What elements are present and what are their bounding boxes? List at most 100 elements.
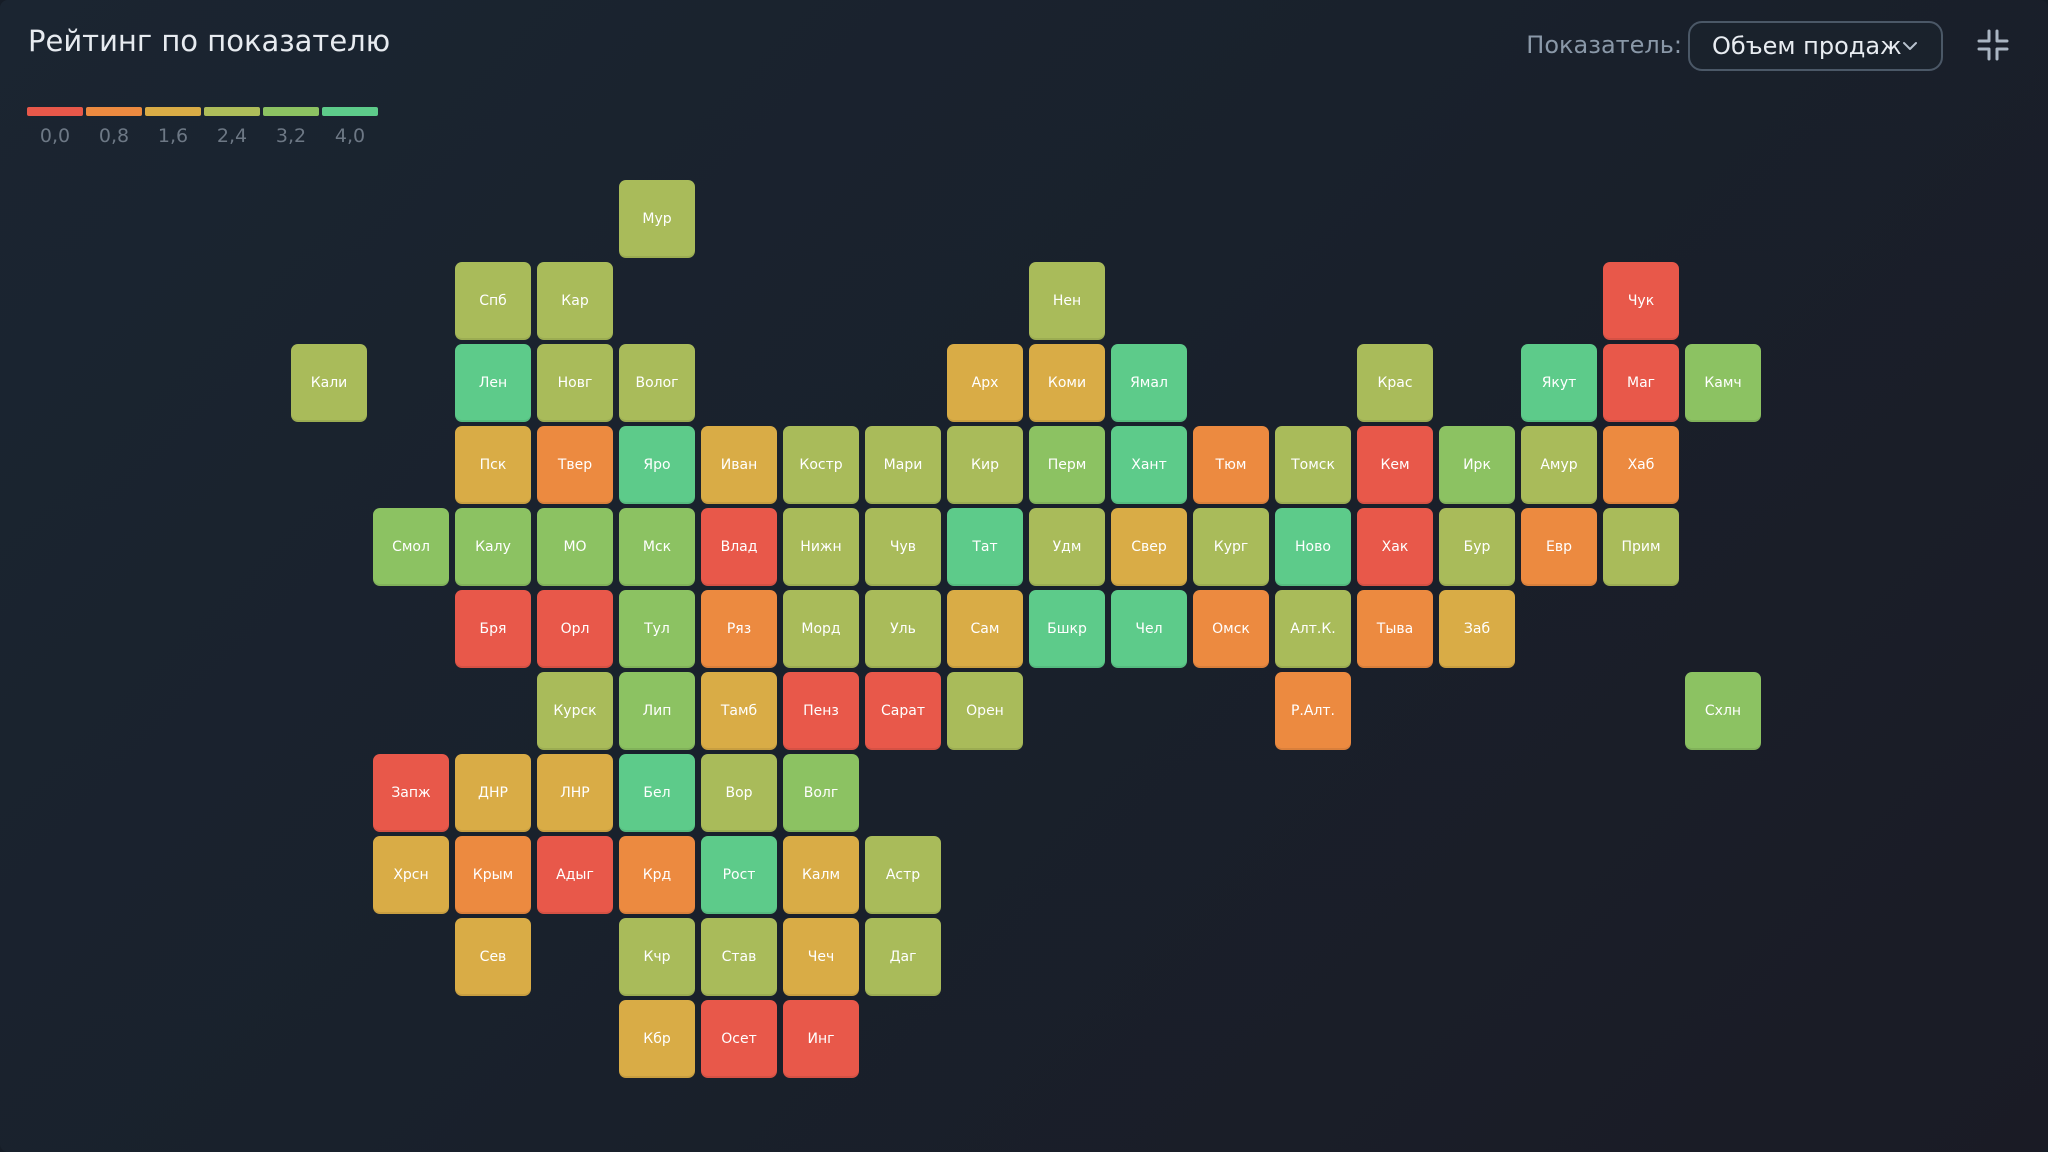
legend-tick-label: 2,4 xyxy=(216,125,248,147)
region-tile[interactable]: Сев xyxy=(455,918,531,996)
region-tile[interactable]: Иван xyxy=(701,426,777,504)
collapse-icon[interactable] xyxy=(1976,28,2010,62)
region-tile[interactable]: Ирк xyxy=(1439,426,1515,504)
region-tile[interactable]: Омск xyxy=(1193,590,1269,668)
region-tile[interactable]: Кар xyxy=(537,262,613,340)
region-tile[interactable]: Нен xyxy=(1029,262,1105,340)
region-tile[interactable]: Томск xyxy=(1275,426,1351,504)
region-tile[interactable]: Алт.К. xyxy=(1275,590,1351,668)
region-tile[interactable]: Рост xyxy=(701,836,777,914)
region-tile[interactable]: Нижн xyxy=(783,508,859,586)
region-tile[interactable]: Перм xyxy=(1029,426,1105,504)
region-tile[interactable]: Уль xyxy=(865,590,941,668)
region-tile[interactable]: ЛНР xyxy=(537,754,613,832)
region-tile[interactable]: Хак xyxy=(1357,508,1433,586)
region-tile[interactable]: Ново xyxy=(1275,508,1351,586)
region-tile[interactable]: Даг xyxy=(865,918,941,996)
region-tile[interactable]: Камч xyxy=(1685,344,1761,422)
region-tile[interactable]: Кчр xyxy=(619,918,695,996)
region-tile[interactable]: Свер xyxy=(1111,508,1187,586)
region-tile[interactable]: Арх xyxy=(947,344,1023,422)
region-tile[interactable]: Тат xyxy=(947,508,1023,586)
region-tile[interactable]: МО xyxy=(537,508,613,586)
region-tile[interactable]: Тюм xyxy=(1193,426,1269,504)
region-tile[interactable]: Костр xyxy=(783,426,859,504)
region-tile[interactable]: Крас xyxy=(1357,344,1433,422)
region-tile[interactable]: Курск xyxy=(537,672,613,750)
region-tile[interactable]: Бря xyxy=(455,590,531,668)
region-tile[interactable]: Крым xyxy=(455,836,531,914)
region-tile[interactable]: Чук xyxy=(1603,262,1679,340)
region-tile[interactable]: Чув xyxy=(865,508,941,586)
region-tile[interactable]: Сарат xyxy=(865,672,941,750)
region-tile[interactable]: Мари xyxy=(865,426,941,504)
region-tile[interactable]: Мур xyxy=(619,180,695,258)
region-tile[interactable]: Влад xyxy=(701,508,777,586)
region-tile[interactable]: Пск xyxy=(455,426,531,504)
region-tile[interactable]: Ямал xyxy=(1111,344,1187,422)
region-tile[interactable]: Р.Алт. xyxy=(1275,672,1351,750)
region-tile[interactable]: Чеч xyxy=(783,918,859,996)
region-tile[interactable]: Крд xyxy=(619,836,695,914)
region-tile[interactable]: Морд xyxy=(783,590,859,668)
page-title: Рейтинг по показателю xyxy=(28,24,391,58)
region-tile[interactable]: ДНР xyxy=(455,754,531,832)
region-tile[interactable]: Мск xyxy=(619,508,695,586)
region-tile[interactable]: Спб xyxy=(455,262,531,340)
region-tile[interactable]: Тул xyxy=(619,590,695,668)
region-tile[interactable]: Твер xyxy=(537,426,613,504)
region-tile[interactable]: Бшкр xyxy=(1029,590,1105,668)
region-tile[interactable]: Лип xyxy=(619,672,695,750)
region-tile[interactable]: Амур xyxy=(1521,426,1597,504)
region-tile[interactable]: Орл xyxy=(537,590,613,668)
region-tile[interactable]: Волог xyxy=(619,344,695,422)
region-tile[interactable]: Хант xyxy=(1111,426,1187,504)
region-tile[interactable]: Астр xyxy=(865,836,941,914)
region-tile[interactable]: Тамб xyxy=(701,672,777,750)
region-tile[interactable]: Вор xyxy=(701,754,777,832)
region-tile[interactable]: Калм xyxy=(783,836,859,914)
region-tile[interactable]: Кург xyxy=(1193,508,1269,586)
region-tile[interactable]: Бур xyxy=(1439,508,1515,586)
region-tile[interactable]: Коми xyxy=(1029,344,1105,422)
region-tile[interactable]: Инг xyxy=(783,1000,859,1078)
indicator-select-value: Объем продаж xyxy=(1712,32,1902,60)
region-tile[interactable]: Хрсн xyxy=(373,836,449,914)
region-tile[interactable]: Кем xyxy=(1357,426,1433,504)
region-tile[interactable]: Пенз xyxy=(783,672,859,750)
region-tile[interactable]: Ряз xyxy=(701,590,777,668)
region-tile[interactable]: Калу xyxy=(455,508,531,586)
indicator-select[interactable]: Объем продаж xyxy=(1688,21,1943,71)
region-tile[interactable]: Новг xyxy=(537,344,613,422)
region-tile[interactable]: Адыг xyxy=(537,836,613,914)
region-tile[interactable]: Яро xyxy=(619,426,695,504)
region-tile[interactable]: Кбр xyxy=(619,1000,695,1078)
region-tile[interactable]: Бел xyxy=(619,754,695,832)
region-tile[interactable]: Заб xyxy=(1439,590,1515,668)
region-tile[interactable]: Волг xyxy=(783,754,859,832)
region-tile[interactable]: Лен xyxy=(455,344,531,422)
region-tile[interactable]: Евр xyxy=(1521,508,1597,586)
legend-tick-label: 3,2 xyxy=(275,125,307,147)
region-tile[interactable]: Сам xyxy=(947,590,1023,668)
region-tile[interactable]: Запж xyxy=(373,754,449,832)
region-tile[interactable]: Тыва xyxy=(1357,590,1433,668)
region-tile[interactable]: Кали xyxy=(291,344,367,422)
region-tile[interactable]: Осет xyxy=(701,1000,777,1078)
legend-color-segment xyxy=(322,107,378,116)
region-tile[interactable]: Кир xyxy=(947,426,1023,504)
region-tile[interactable]: Став xyxy=(701,918,777,996)
region-tile[interactable]: Маг xyxy=(1603,344,1679,422)
region-tile[interactable]: Прим xyxy=(1603,508,1679,586)
legend-tick-label: 0,0 xyxy=(39,125,71,147)
region-tile[interactable]: Якут xyxy=(1521,344,1597,422)
region-tile[interactable]: Удм xyxy=(1029,508,1105,586)
region-tile[interactable]: Орен xyxy=(947,672,1023,750)
region-tile[interactable]: Хаб xyxy=(1603,426,1679,504)
color-legend: 0,0 0,8 1,6 2,4 3,2 4,0 xyxy=(27,107,381,149)
region-tile[interactable]: Схлн xyxy=(1685,672,1761,750)
region-tile[interactable]: Смол xyxy=(373,508,449,586)
region-tile[interactable]: Чел xyxy=(1111,590,1187,668)
